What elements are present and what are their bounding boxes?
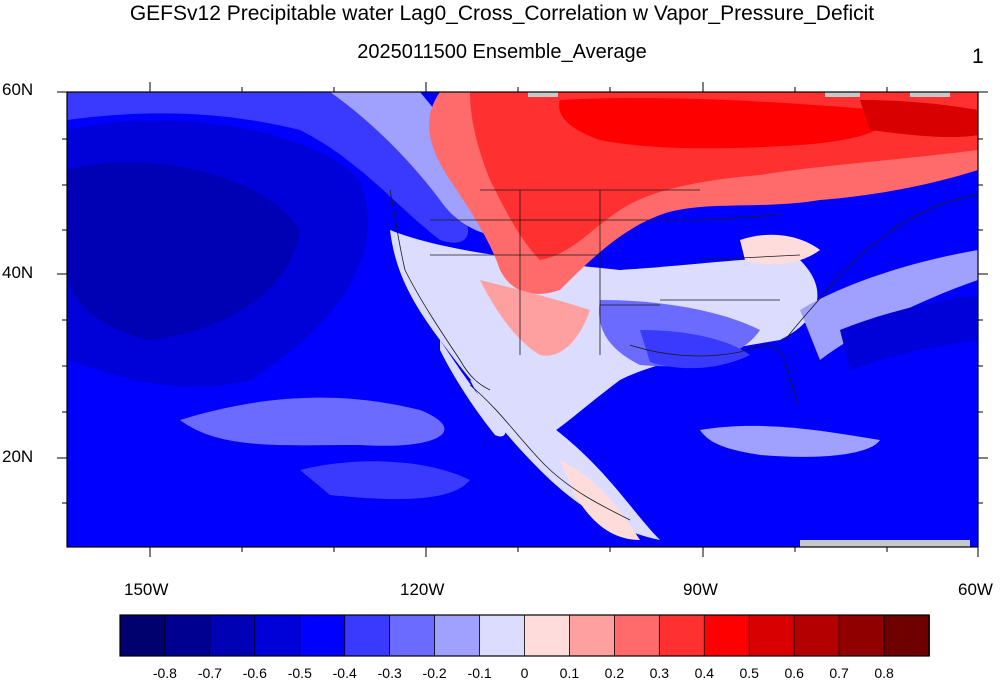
colorbar-swatch xyxy=(703,614,751,657)
colorbar-tick-label: 0.7 xyxy=(829,665,849,681)
missing-data-strip xyxy=(528,92,558,97)
colorbar-swatch xyxy=(479,614,526,657)
colorbar-swatch xyxy=(254,614,301,657)
lat-label-20n: 20N xyxy=(2,447,34,466)
colorbar-tick-label: -0.7 xyxy=(197,665,222,681)
colorbar-tick-label: -0.8 xyxy=(152,665,177,681)
missing-data-strip xyxy=(800,540,970,547)
colorbar-swatch xyxy=(883,614,930,657)
lon-ticks xyxy=(149,82,979,557)
lon-label-60w: 60W xyxy=(958,580,993,599)
colorbar-swatch xyxy=(524,614,571,657)
pacific-core-region xyxy=(67,162,300,340)
colorbar-tick-label: -0.1 xyxy=(467,665,492,681)
colorbar-frame xyxy=(119,614,930,657)
colorbar-tick-label: 0.6 xyxy=(784,665,804,681)
colorbar-swatch xyxy=(658,614,706,657)
chart-title: GEFSv12 Precipitable water Lag0_Cross_Co… xyxy=(129,2,875,25)
alaska-coast-region xyxy=(67,92,469,243)
atlantic-deep-region xyxy=(840,295,978,370)
colorbar-tick-label: 0.1 xyxy=(559,665,580,681)
corner-label: 1 xyxy=(972,45,984,68)
lon-label-90w: 90W xyxy=(683,580,718,599)
missing-data-strip xyxy=(910,92,950,97)
colorbar-tick-label: -0.6 xyxy=(242,665,267,681)
gulf-coast-region xyxy=(640,330,750,369)
colorbar-swatch xyxy=(838,614,885,657)
lon-label-120w: 120W xyxy=(400,580,445,599)
colorbar-swatch xyxy=(793,614,841,657)
quebec-core-region xyxy=(860,100,978,138)
colorbar-tick-label: -0.4 xyxy=(332,665,357,681)
lat-label-40n: 40N xyxy=(2,263,34,282)
coastlines xyxy=(389,189,979,521)
colorbar-swatch xyxy=(299,614,346,657)
lon-label-150w: 150W xyxy=(124,580,169,599)
colorbar-swatch xyxy=(613,614,661,657)
colorbar-swatch xyxy=(389,614,436,657)
colorbar-tick-label: 0.2 xyxy=(604,665,625,681)
lat-label-60n: 60N xyxy=(2,80,34,99)
missing-data-strip xyxy=(825,92,860,97)
us-interior-region xyxy=(390,230,818,440)
chart-subtitle: 2025011500 Ensemble_Average xyxy=(357,41,647,63)
colorbar-tick-label: -0.3 xyxy=(377,665,402,681)
pacific-band-region xyxy=(180,397,445,446)
colorbar-swatch xyxy=(164,614,211,657)
colorbar-tick-label: 0.4 xyxy=(694,665,715,681)
colorbar-swatch xyxy=(119,614,166,657)
colorbar-tick-label: 0.8 xyxy=(874,665,894,681)
map-field xyxy=(67,92,978,547)
canada-core-region xyxy=(559,98,887,149)
colorbar-swatch xyxy=(434,614,481,657)
lat-ticks xyxy=(57,91,988,504)
caribbean-region xyxy=(700,425,880,457)
rockies-region xyxy=(480,280,590,356)
colorbar-tick-label: 0.3 xyxy=(649,665,670,681)
colorbar-swatch xyxy=(344,614,391,657)
colorbar xyxy=(119,614,930,657)
colorbar-swatch xyxy=(748,614,796,657)
mexico-region xyxy=(470,380,660,540)
colorbar-tick-label: 0.5 xyxy=(739,665,759,681)
central-america-region xyxy=(560,460,640,540)
colorbar-tick-label: -0.2 xyxy=(422,665,447,681)
colorbar-swatch xyxy=(569,614,616,657)
colorbar-swatch xyxy=(209,614,256,657)
colorbar-tick-label: 0 xyxy=(520,665,529,681)
colorbar-tick-label: -0.5 xyxy=(287,665,312,681)
baja-region xyxy=(440,340,506,437)
pacific-band2-region xyxy=(300,461,470,500)
